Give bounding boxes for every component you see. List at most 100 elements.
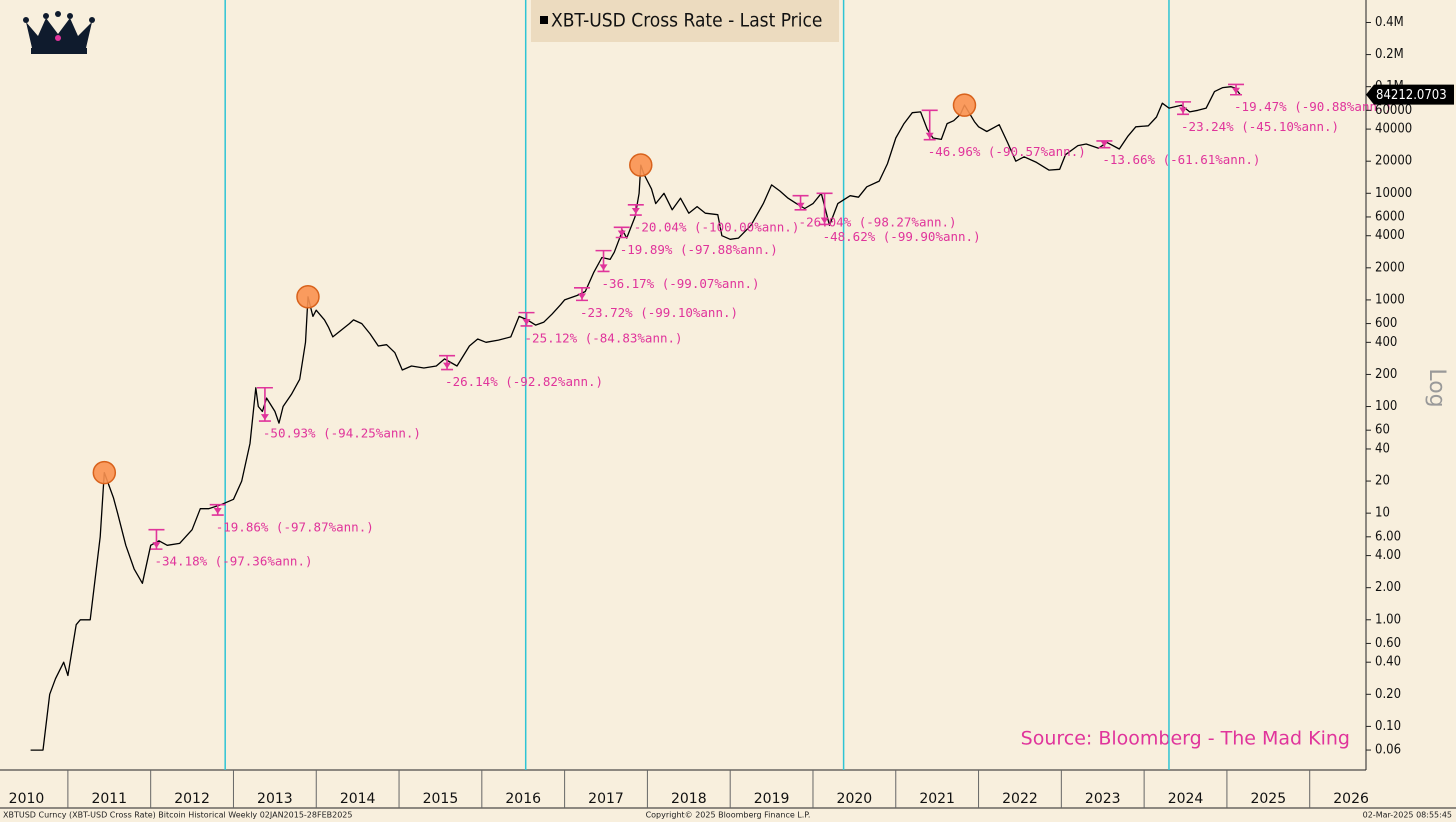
x-tick-label: 2023 bbox=[1085, 791, 1121, 807]
y-tick-label: 0.40 bbox=[1375, 655, 1401, 670]
y-tick-label: 0.2M bbox=[1375, 47, 1404, 62]
drawdown-arrow bbox=[599, 264, 608, 271]
drawdown-label: -50.93% (-94.25%ann.) bbox=[263, 426, 421, 441]
drawdown: -48.62% (-99.90%ann.) bbox=[816, 192, 981, 244]
plot-layer: -34.18% (-97.36%ann.) -19.86% (-97.87%ann… bbox=[30, 0, 1392, 770]
peak-marker bbox=[952, 93, 977, 117]
drawdown: -19.89% (-97.88%ann.) bbox=[613, 226, 778, 257]
price-line bbox=[30, 86, 1241, 751]
drawdown-label: -19.86% (-97.87%ann.) bbox=[216, 520, 374, 535]
drawdown: -20.04% (-100.00%ann.) bbox=[627, 203, 800, 235]
footer-right: 02-Mar-2025 08:55:45 bbox=[1363, 811, 1452, 820]
peak-marker bbox=[92, 460, 117, 485]
y-tick-label: 600 bbox=[1375, 316, 1397, 331]
drawdown-label: -36.17% (-99.07%ann.) bbox=[602, 276, 760, 291]
last-price-label: 84212.0703 bbox=[1376, 88, 1447, 103]
legend-swatch bbox=[540, 16, 548, 24]
x-tick-label: 2019 bbox=[754, 791, 790, 807]
y-tick-label: 1000 bbox=[1375, 292, 1405, 307]
y-tick-label: 0.4M bbox=[1375, 15, 1404, 30]
y-tick-label: 0.60 bbox=[1375, 636, 1401, 651]
drawdown-label: -26.04% (-98.27%ann.) bbox=[799, 214, 957, 229]
y-tick-label: 6000 bbox=[1375, 209, 1405, 224]
title-box bbox=[531, 0, 839, 42]
y-tick-label: 60000 bbox=[1375, 103, 1412, 118]
x-tick-label: 2011 bbox=[91, 791, 127, 807]
drawdown: -23.72% (-99.10%ann.) bbox=[573, 286, 738, 320]
y-tick-label: 0.06 bbox=[1375, 743, 1401, 758]
y-tick-label: 0.10 bbox=[1375, 719, 1401, 734]
drawdown: -19.47% (-90.88%ann.) bbox=[1228, 83, 1392, 114]
drawdown: -26.14% (-92.82%ann.) bbox=[439, 354, 603, 389]
drawdown-label: -48.62% (-99.90%ann.) bbox=[823, 229, 981, 244]
y-tick-label: 1.00 bbox=[1375, 612, 1401, 627]
x-tick-label: 2014 bbox=[340, 791, 376, 807]
footer-left: XBTUSD Curncy (XBT-USD Cross Rate) Bitco… bbox=[3, 811, 352, 820]
chart-title: XBT-USD Cross Rate - Last Price bbox=[551, 10, 822, 32]
x-tick-label: 2020 bbox=[837, 791, 873, 807]
x-tick-label: 2017 bbox=[588, 791, 624, 807]
y-tick-label: 40 bbox=[1375, 441, 1390, 456]
drawdown: -25.12% (-84.83%ann.) bbox=[518, 311, 683, 345]
x-tick-label: 2025 bbox=[1250, 791, 1286, 807]
drawdown-arrow bbox=[925, 132, 934, 139]
drawdown-arrow bbox=[522, 318, 531, 325]
y-tick-label: 10 bbox=[1375, 506, 1390, 521]
drawdown-label: -26.14% (-92.82%ann.) bbox=[445, 374, 603, 389]
x-tick-label: 2018 bbox=[671, 791, 707, 807]
y-tick-label: 6.00 bbox=[1375, 529, 1401, 544]
x-tick-label: 2024 bbox=[1168, 791, 1204, 807]
y-tick-label: 400 bbox=[1375, 335, 1397, 350]
drawdown-arrow bbox=[1100, 140, 1109, 147]
drawdown-arrow bbox=[152, 542, 161, 549]
y-tick-label: 4.00 bbox=[1375, 548, 1401, 563]
drawdown-label: -34.18% (-97.36%ann.) bbox=[154, 554, 312, 569]
last-price-box bbox=[1366, 84, 1454, 105]
drawdown-arrow bbox=[577, 293, 586, 300]
y-tick-label: 4000 bbox=[1375, 228, 1405, 243]
x-tick-label: 2012 bbox=[174, 791, 210, 807]
drawdown: -19.86% (-97.87%ann.) bbox=[209, 503, 374, 535]
y-tick-label: 2.00 bbox=[1375, 580, 1401, 595]
drawdown-arrow bbox=[631, 208, 640, 215]
x-tick-label: 2015 bbox=[423, 791, 459, 807]
drawdown-label: -13.66% (-61.61%ann.) bbox=[1102, 152, 1260, 167]
drawdown-arrow bbox=[796, 202, 805, 209]
y-tick-label: 10000 bbox=[1375, 186, 1412, 201]
x-tick-label: 2021 bbox=[919, 791, 955, 807]
drawdown-arrow bbox=[1179, 107, 1188, 114]
crown-logo bbox=[23, 11, 95, 54]
x-tick-label: 2022 bbox=[1002, 791, 1038, 807]
y-tick-label: 20 bbox=[1375, 474, 1390, 489]
y-tick-label: 0.20 bbox=[1375, 687, 1401, 702]
drawdown-label: -20.04% (-100.00%ann.) bbox=[634, 220, 800, 235]
drawdown: -34.18% (-97.36%ann.) bbox=[148, 528, 313, 569]
peak-marker bbox=[296, 285, 320, 309]
drawdown-arrow bbox=[820, 217, 829, 224]
drawdown-arrow bbox=[1232, 87, 1241, 94]
x-tick-label: 2026 bbox=[1333, 791, 1369, 807]
drawdown-arrow bbox=[443, 362, 452, 369]
peak-marker bbox=[629, 153, 653, 177]
x-tick-label: 2013 bbox=[257, 791, 293, 807]
drawdown: -26.04% (-98.27%ann.) bbox=[792, 194, 957, 229]
drawdown-label: -25.12% (-84.83%ann.) bbox=[525, 330, 683, 345]
drawdown-label: -19.47% (-90.88%ann.) bbox=[1234, 99, 1392, 114]
drawdown-arrow bbox=[260, 414, 269, 421]
drawdown: -50.93% (-94.25%ann.) bbox=[256, 386, 421, 441]
y-tick-label: 2000 bbox=[1375, 260, 1405, 275]
y-tick-label: 200 bbox=[1375, 367, 1397, 382]
y-tick-label: 20000 bbox=[1375, 154, 1412, 169]
y-tick-label: 60 bbox=[1375, 423, 1390, 438]
drawdown-label: -23.24% (-45.10%ann.) bbox=[1181, 119, 1339, 134]
drawdown: -23.24% (-45.10%ann.) bbox=[1175, 101, 1339, 134]
y-tick-label: 40000 bbox=[1375, 122, 1412, 137]
source-note: Source: Bloomberg - The Mad King bbox=[1021, 728, 1350, 750]
y-tick-label: 100 bbox=[1375, 399, 1397, 414]
drawdown-arrow bbox=[617, 230, 626, 237]
drawdown-label: -46.96% (-90.57%ann.) bbox=[928, 144, 1086, 159]
drawdown: -13.66% (-61.61%ann.) bbox=[1096, 140, 1260, 167]
drawdown-label: -19.89% (-97.88%ann.) bbox=[620, 242, 778, 257]
